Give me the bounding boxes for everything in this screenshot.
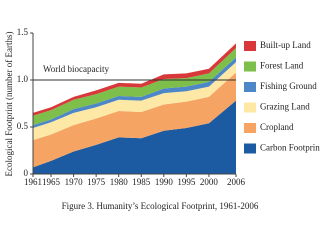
x-tick-label: 1965 [42,177,61,187]
legend-swatch [244,102,256,113]
chart: Ecological Footprint (number of Earths) … [4,27,320,211]
caption: Figure 3. Humanity’s Ecological Footprin… [62,201,259,211]
legend-label: Carbon Footprint [260,143,320,153]
y-tick-label: 0.5 [17,121,29,131]
area [33,100,236,174]
legend-label: Grazing Land [260,102,310,112]
x-tick-label: 1961 [24,177,42,187]
legend-label: Forest Land [260,61,304,71]
x-tick-label: 1970 [65,177,84,187]
x-tick-label: 1975 [87,177,106,187]
biocapacity-label: World biocapacity [43,64,110,74]
x-tick-label: 2006 [227,177,246,187]
area [33,72,236,168]
legend-swatch [244,123,256,133]
area [33,62,236,141]
y-axis-label: Ecological Footprint (number of Earths) [4,32,14,177]
legend-swatch [244,61,256,72]
x-tick-label: 1980 [110,177,129,187]
x-tick-label: 1990 [155,177,174,187]
x-tick-label: 1995 [177,177,196,187]
legend-label: Built-up Land [260,40,311,50]
y-tick-label: 1.0 [17,74,29,84]
legend-label: Fishing Ground [260,81,317,91]
area [33,57,236,128]
legend-swatch [244,143,256,154]
legend-label: Cropland [260,122,294,132]
x-tick-label: 1985 [132,177,151,187]
x-tick-label: 2000 [200,177,219,187]
area [33,48,236,126]
y-tick-label: 1.5 [17,27,29,37]
area [33,43,236,116]
legend-swatch [244,82,256,92]
legend-swatch [244,41,256,51]
y-tick-label: 0 [24,168,29,178]
